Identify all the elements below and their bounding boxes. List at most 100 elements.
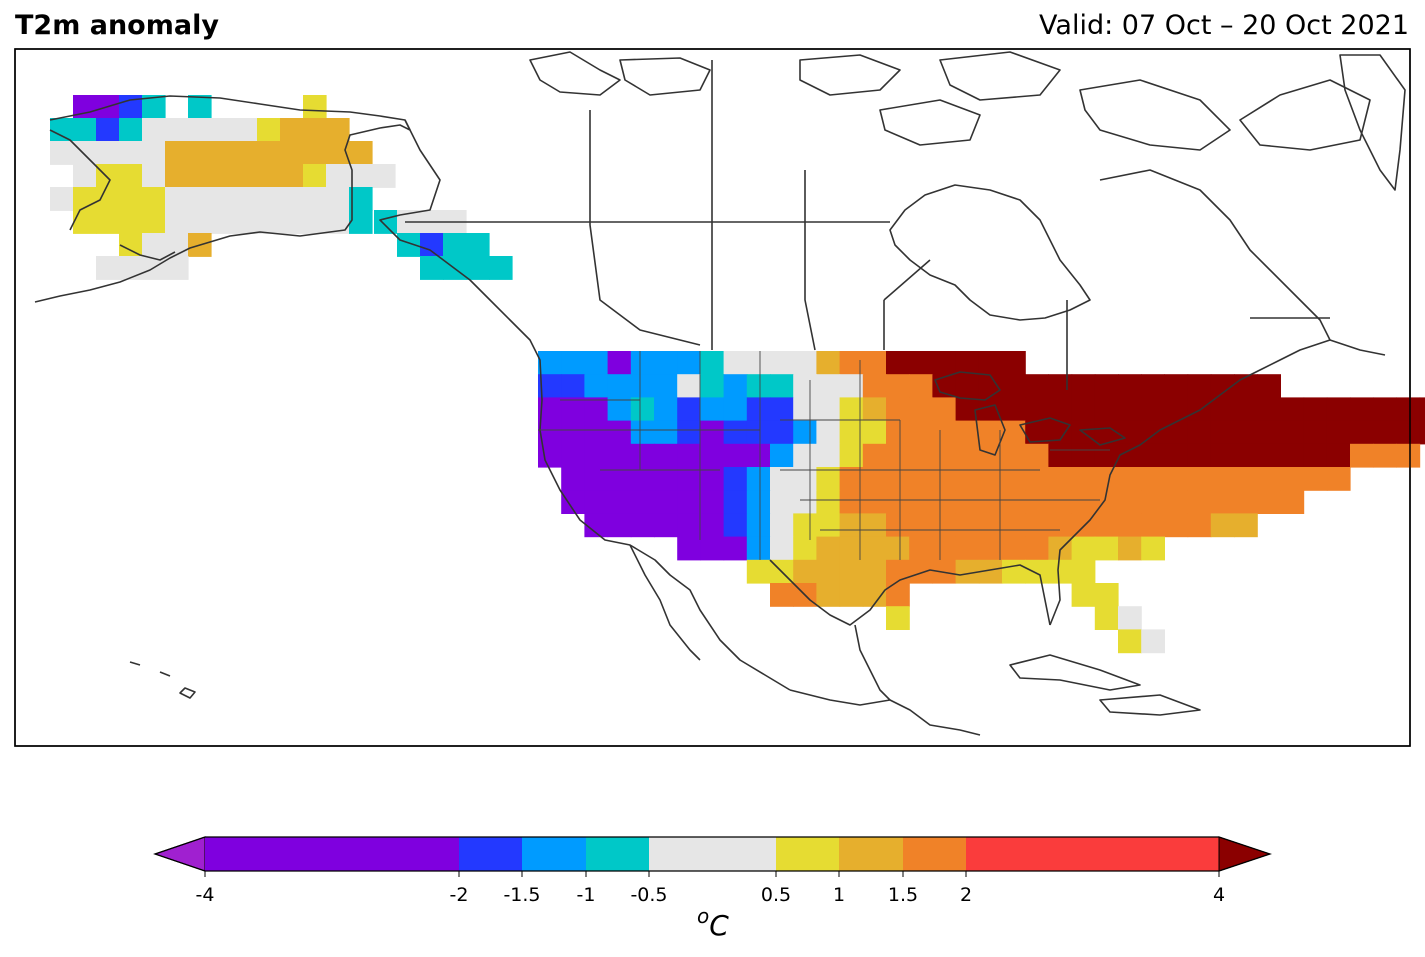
anomaly-cell (932, 490, 957, 514)
coastline-segment (619, 57, 711, 96)
anomaly-cell (886, 559, 910, 584)
anomaly-cell (630, 420, 655, 445)
anomaly-cell (955, 443, 980, 468)
anomaly-cell (50, 141, 74, 165)
anomaly-cell (955, 559, 980, 584)
anomaly-cell (96, 256, 120, 280)
anomaly-cell (119, 256, 143, 280)
anomaly-cell (1234, 513, 1258, 538)
anomaly-cell (630, 351, 655, 375)
anomaly-cell (1164, 490, 1189, 514)
anomaly-cell (1025, 374, 1049, 398)
anomaly-cell (1025, 443, 1049, 468)
anomaly-cell (654, 420, 678, 445)
anomaly-cell (955, 467, 980, 491)
anomaly-cell (1025, 536, 1049, 561)
anomaly-cell (397, 233, 421, 257)
anomaly-cell (1396, 443, 1421, 468)
anomaly-cell (1187, 397, 1212, 422)
anomaly-cell (349, 141, 373, 165)
anomaly-cell (723, 351, 748, 375)
anomaly-cell (280, 164, 304, 188)
anomaly-cell (607, 374, 632, 398)
anomaly-cell (607, 443, 632, 468)
anomaly-cell (700, 374, 725, 398)
anomaly-cell (326, 141, 350, 165)
anomaly-cell (839, 490, 864, 514)
anomaly-cell (839, 351, 864, 375)
anomaly-cell (746, 443, 771, 468)
anomaly-cell (211, 118, 235, 142)
anomaly-cell (1025, 490, 1049, 514)
anomaly-cell (723, 536, 748, 561)
anomaly-cell (1094, 490, 1119, 514)
anomaly-cell (1326, 420, 1351, 445)
coastline-segment (804, 170, 816, 351)
anomaly-cell (420, 256, 444, 280)
anomaly-cell (165, 141, 189, 165)
anomaly-cell (1210, 490, 1235, 514)
anomaly-cell (862, 374, 887, 398)
anomaly-cell (1025, 397, 1049, 422)
anomaly-cell (1257, 397, 1281, 422)
anomaly-cell (1280, 467, 1305, 491)
anomaly-cell (607, 420, 632, 445)
anomaly-cell (677, 374, 701, 398)
anomaly-cell (630, 443, 655, 468)
anomaly-cell (793, 490, 817, 514)
anomaly-cell (188, 95, 212, 119)
coastline-segment (629, 544, 701, 661)
anomaly-cell (561, 397, 585, 422)
anomaly-cell (770, 583, 794, 607)
anomaly-cell (770, 443, 794, 468)
anomaly-cell (165, 256, 189, 280)
anomaly-cell (1326, 467, 1351, 491)
anomaly-cell (257, 210, 281, 234)
coastline-segment (1049, 339, 1386, 626)
anomaly-cell (280, 210, 304, 234)
anomaly-cell (142, 233, 166, 257)
anomaly-cell (1257, 374, 1281, 398)
anomaly-cell (746, 467, 771, 491)
anomaly-cell (96, 118, 120, 142)
anomaly-cell (1373, 420, 1397, 445)
anomaly-cell (816, 559, 841, 584)
anomaly-cell (1373, 397, 1397, 422)
anomaly-cell (1094, 374, 1119, 398)
anomaly-cell (816, 397, 841, 422)
anomaly-cell (1257, 420, 1281, 445)
anomaly-cell (955, 374, 980, 398)
anomaly-cell (978, 490, 1003, 514)
anomaly-cell (349, 187, 373, 211)
anomaly-cell (723, 374, 748, 398)
colorbar-bin (903, 837, 967, 871)
anomaly-cell (793, 536, 817, 561)
anomaly-cell (538, 443, 562, 468)
anomaly-cell (816, 583, 841, 607)
anomaly-cell (96, 187, 120, 211)
coastline-segment (1079, 79, 1231, 151)
anomaly-cell (1094, 606, 1119, 630)
anomaly-cell (816, 490, 841, 514)
anomaly-cell (234, 164, 258, 188)
anomaly-cell (816, 374, 841, 398)
anomaly-cell (700, 420, 725, 445)
colorbar-outline (153, 836, 1272, 872)
colorbar-bin (776, 837, 840, 871)
anomaly-cell (978, 559, 1003, 584)
colorbar-under-extension (153, 836, 206, 872)
anomaly-cell (1048, 490, 1073, 514)
anomaly-cell (932, 467, 957, 491)
anomaly-cell (165, 118, 189, 142)
anomaly-cell (793, 443, 817, 468)
coastline-segment (1339, 54, 1406, 191)
coastline-segment (49, 129, 111, 231)
anomaly-cell (165, 233, 189, 257)
anomaly-cell (607, 467, 632, 491)
coastline-segment (1009, 654, 1141, 691)
anomaly-cell (584, 490, 609, 514)
anomaly-cell (1326, 397, 1351, 422)
anomaly-cell (584, 513, 609, 538)
anomaly-cell (839, 443, 864, 468)
coastline-segment (799, 54, 901, 96)
